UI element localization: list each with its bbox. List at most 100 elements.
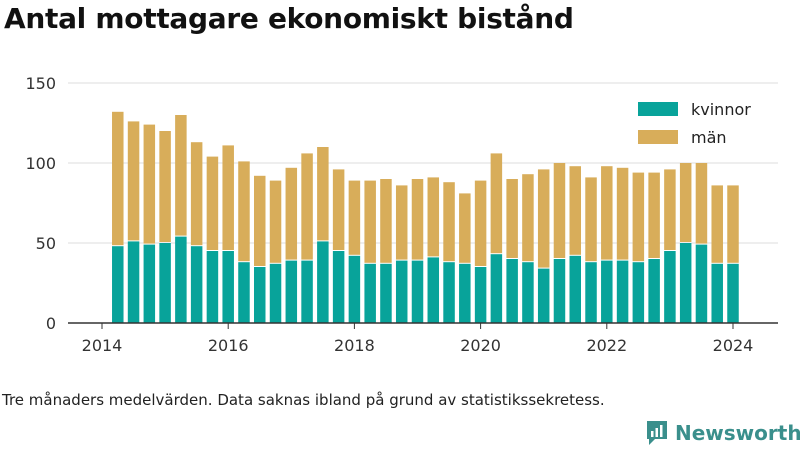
bar-man: [364, 180, 376, 263]
bar-kvinnor: [175, 236, 187, 323]
bar-man: [506, 179, 518, 258]
y-tick-label: 100: [25, 154, 56, 173]
bar-man: [648, 172, 660, 258]
bar-kvinnor: [364, 263, 376, 323]
bar-kvinnor: [301, 260, 313, 323]
bar-man: [380, 179, 392, 263]
bar-kvinnor: [317, 241, 329, 323]
bar-kvinnor: [474, 267, 487, 323]
bar-man: [569, 166, 581, 255]
bar-man: [206, 156, 219, 250]
bar-kvinnor: [490, 254, 503, 323]
x-tick-label: 2024: [713, 336, 754, 355]
bar-kvinnor: [585, 262, 597, 323]
bar-kvinnor: [459, 263, 471, 323]
bar-kvinnor: [569, 255, 581, 323]
bar-kvinnor: [380, 263, 392, 323]
bar-man: [711, 185, 723, 263]
bar-kvinnor: [632, 262, 645, 323]
x-tick-label: 2022: [586, 336, 627, 355]
bar-kvinnor: [222, 251, 234, 323]
x-tick-label: 2020: [460, 336, 501, 355]
bar-kvinnor: [553, 259, 566, 323]
bar-man: [522, 174, 534, 262]
bar-kvinnor: [522, 262, 534, 323]
bar-kvinnor: [206, 251, 219, 323]
bar-kvinnor: [711, 263, 723, 323]
brand-name: Newsworthy: [675, 421, 800, 445]
x-tick-label: 2018: [334, 336, 375, 355]
bar-man: [332, 169, 345, 250]
bar-man: [585, 177, 597, 262]
bar-man: [190, 142, 203, 246]
bar-kvinnor: [427, 257, 440, 323]
x-tick-label: 2014: [82, 336, 123, 355]
bar-kvinnor: [395, 260, 408, 323]
x-tick-label: 2016: [208, 336, 249, 355]
bar-man: [601, 166, 613, 260]
bar-kvinnor: [537, 268, 550, 323]
bar-man: [254, 175, 266, 266]
bar-kvinnor: [727, 263, 739, 323]
legend-label: kvinnor: [691, 100, 751, 119]
bar-man: [632, 172, 645, 262]
bar-man: [348, 180, 361, 255]
bar-man: [143, 124, 156, 244]
brand-logo: Newsworthy: [645, 419, 800, 447]
bar-man: [616, 167, 629, 260]
bar-man: [127, 121, 140, 241]
legend-swatch: [638, 130, 678, 144]
bar-kvinnor: [190, 246, 203, 323]
chart-footnote: Tre månaders medelvärden. Data saknas ib…: [2, 391, 605, 409]
bar-man: [285, 167, 298, 260]
bar-man: [301, 153, 313, 260]
bar-kvinnor: [664, 251, 676, 323]
bar-man: [695, 163, 708, 244]
bar-man: [443, 182, 455, 262]
bar-man: [112, 111, 124, 246]
bar-kvinnor: [348, 255, 361, 323]
bar-man: [679, 163, 692, 242]
bar-man: [490, 153, 503, 254]
bar-man: [537, 169, 550, 268]
bar-kvinnor: [601, 260, 613, 323]
bar-man: [269, 180, 282, 263]
bar-kvinnor: [159, 243, 171, 323]
bar-kvinnor: [285, 260, 298, 323]
bar-man: [159, 131, 171, 242]
bar-man: [175, 115, 187, 236]
newsworthy-logo-icon: [647, 421, 667, 445]
bar-kvinnor: [112, 246, 124, 323]
bar-kvinnor: [679, 243, 692, 323]
bar-man: [474, 180, 487, 266]
bar-kvinnor: [648, 259, 660, 323]
bar-man: [727, 185, 739, 263]
bar-kvinnor: [254, 267, 266, 323]
legend-label: män: [691, 128, 727, 147]
bar-man: [238, 161, 250, 262]
legend-swatch: [638, 102, 678, 116]
bar-kvinnor: [238, 262, 250, 323]
bar-kvinnor: [332, 251, 345, 323]
bar-kvinnor: [616, 260, 629, 323]
bar-man: [317, 147, 329, 241]
chart-title: Antal mottagare ekonomiskt bistånd: [4, 2, 574, 35]
bar-man: [664, 169, 676, 250]
bar-kvinnor: [127, 241, 140, 323]
bar-man: [222, 145, 234, 250]
y-tick-label: 50: [36, 234, 56, 253]
bar-man: [395, 185, 408, 260]
bar-man: [459, 193, 471, 263]
stacked-bar-chart: 0 50 100 150 2014 2016 2018 2020 2022 2024 kvinnor…: [25, 74, 778, 355]
bar-kvinnor: [443, 262, 455, 323]
bar-kvinnor: [411, 260, 424, 323]
bar-man: [553, 163, 566, 258]
y-tick-label: 0: [46, 314, 56, 333]
bar-kvinnor: [695, 244, 708, 323]
bar-kvinnor: [269, 263, 282, 323]
y-tick-label: 150: [25, 74, 56, 93]
bar-kvinnor: [143, 244, 156, 323]
bar-kvinnor: [506, 259, 518, 323]
bar-man: [411, 179, 424, 260]
bar-man: [427, 177, 440, 257]
